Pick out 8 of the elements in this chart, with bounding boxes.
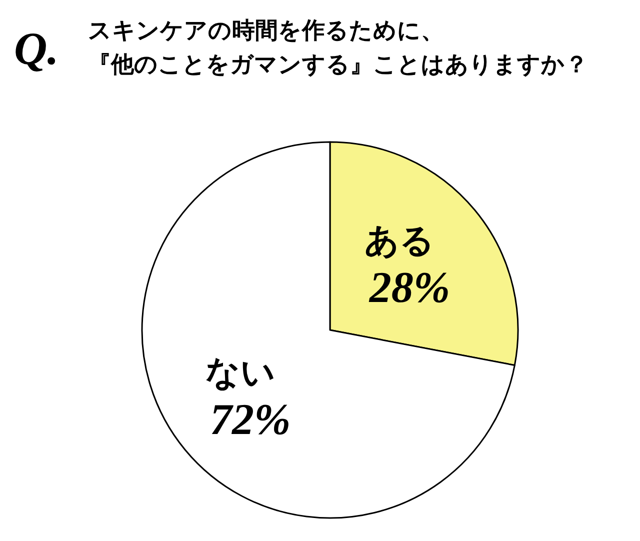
data-label: 28% xyxy=(368,263,450,312)
data-label: 72% xyxy=(210,394,291,444)
text: Q. xyxy=(14,22,59,75)
chart-subtitle: 『他のことをガマンする』ことはありますか？ xyxy=(88,51,588,80)
slice-label: ない xyxy=(205,352,276,393)
slice-label: ある xyxy=(364,221,435,262)
pie-slice xyxy=(141,141,516,519)
chart-title: スキンケアの時間を作るために、 xyxy=(88,17,445,46)
